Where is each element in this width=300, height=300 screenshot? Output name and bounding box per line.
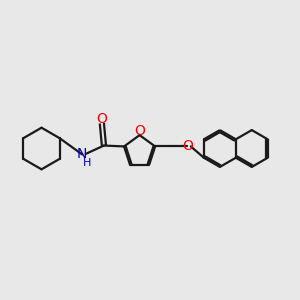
Text: O: O	[96, 112, 107, 126]
Text: O: O	[134, 124, 145, 138]
Text: H: H	[82, 158, 91, 168]
Text: N: N	[77, 148, 87, 161]
Text: O: O	[182, 140, 193, 153]
